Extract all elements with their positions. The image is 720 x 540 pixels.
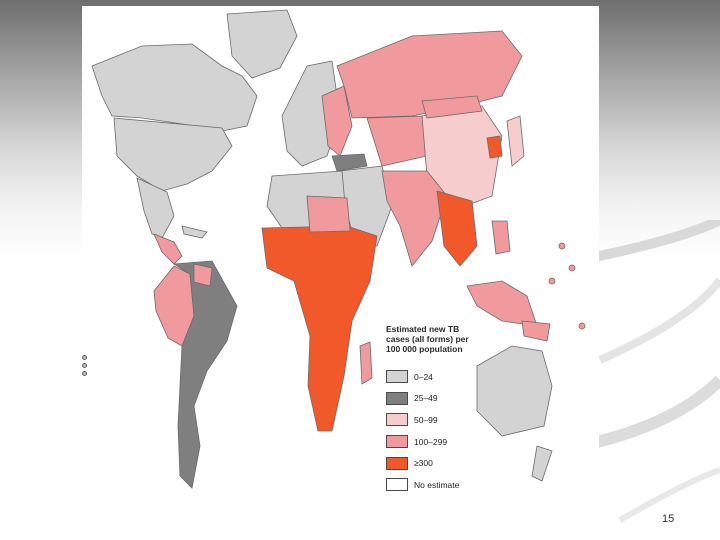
legend-label: 50–99 <box>414 414 438 425</box>
legend-item-100-299: 100–299 <box>386 431 496 453</box>
region-southeast-asia <box>436 190 478 267</box>
region-south-asia <box>381 170 448 267</box>
legend-label: 0–24 <box>414 371 433 382</box>
region-japan <box>506 115 525 167</box>
world-map-graphic <box>91 9 586 489</box>
legend-label: 25–49 <box>414 393 438 404</box>
legend-swatch <box>386 478 408 492</box>
region-turkey <box>331 153 368 172</box>
region-guyana <box>193 263 213 287</box>
region-caribbean <box>181 225 208 239</box>
region-new-zealand <box>531 445 553 482</box>
legend-swatch <box>386 413 408 427</box>
region-central-america <box>153 233 183 265</box>
region-madagascar <box>359 341 373 385</box>
legend-title: Estimated new TB cases (all forms) per 1… <box>386 324 469 354</box>
legend-label: 100–299 <box>414 436 448 447</box>
region-indonesia <box>466 280 538 327</box>
slide-page-number: 15 <box>662 513 675 525</box>
legend-item-0-24: 0–24 <box>386 366 496 388</box>
legend-swatch <box>386 456 408 470</box>
legend-item-300-plus: ≥300 <box>386 452 496 474</box>
region-korea <box>486 135 503 159</box>
legend-swatch <box>386 391 408 405</box>
legend-item-no-estimate: No estimate <box>386 474 496 496</box>
region-mongolia <box>421 95 483 119</box>
region-usa <box>113 117 233 192</box>
region-north-america-north <box>91 43 258 132</box>
island-marker <box>82 363 87 368</box>
region-papua-new-guinea <box>521 320 551 342</box>
legend-swatch <box>386 370 408 384</box>
region-sahel-east <box>306 195 351 233</box>
legend-label: ≥300 <box>414 458 433 469</box>
region-central-asia <box>366 115 428 167</box>
region-greenland <box>226 9 298 79</box>
island-marker <box>82 371 87 376</box>
tb-incidence-world-map: Estimated new TB cases (all forms) per 1… <box>82 6 599 496</box>
region-philippines <box>491 220 511 255</box>
legend-item-25-49: 25–49 <box>386 388 496 410</box>
region-sub-saharan-africa <box>261 225 378 432</box>
region-australia <box>476 345 553 437</box>
legend-swatch <box>386 435 408 449</box>
region-south-america-east <box>172 260 238 489</box>
legend-item-50-99: 50–99 <box>386 409 496 431</box>
small-island-markers <box>82 355 87 379</box>
map-legend: Estimated new TB cases (all forms) per 1… <box>386 324 496 496</box>
island-marker <box>82 355 87 360</box>
legend-label: No estimate <box>414 479 460 490</box>
region-eastern-europe <box>321 85 353 157</box>
